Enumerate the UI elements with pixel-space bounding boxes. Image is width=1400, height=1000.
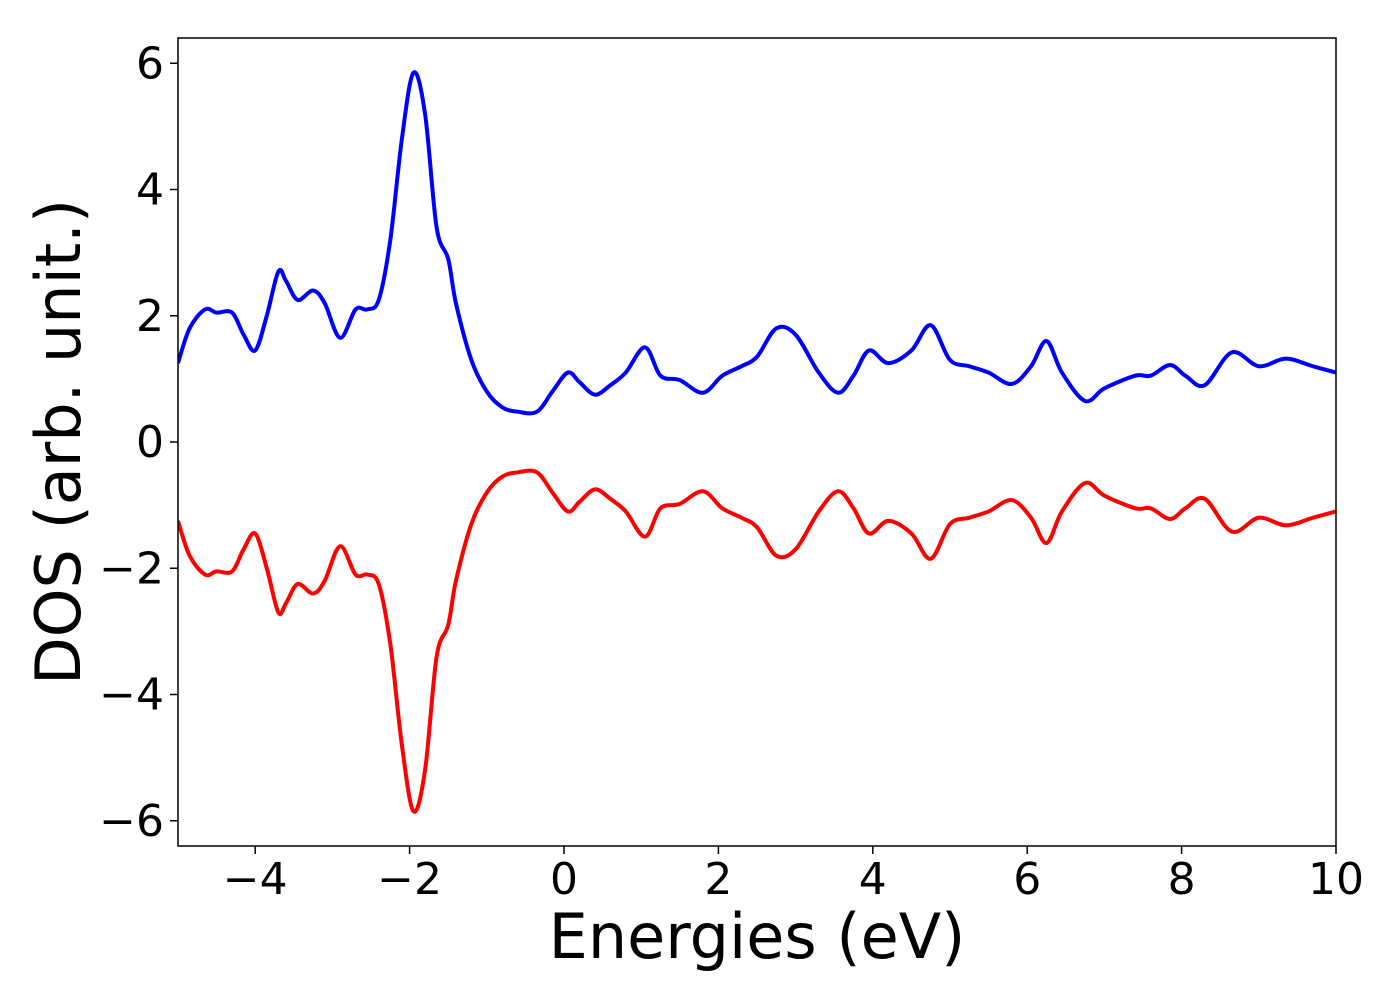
- ticks-layer: −4 −2 0 2 4 6 8 10 6 4 2 0 −2 −4 −6: [99, 38, 1364, 905]
- y-tick-label: 0: [136, 417, 164, 468]
- y-tick-label: 4: [136, 165, 164, 216]
- x-tick-label: 8: [1168, 854, 1196, 905]
- x-tick-label: 2: [704, 854, 732, 905]
- y-tick-label: 6: [136, 38, 164, 89]
- x-tick-label: 4: [859, 854, 887, 905]
- dos-line-up: [178, 70, 1336, 416]
- dos-line-down: [178, 468, 1336, 814]
- y-tick-label: −6: [99, 796, 164, 847]
- x-tick-label: −4: [223, 854, 288, 905]
- x-axis-label: Energies (eV): [549, 900, 966, 973]
- plot-frame: [177, 37, 1337, 847]
- x-tick-label: −2: [377, 854, 442, 905]
- y-tick-label: 2: [136, 291, 164, 342]
- series-layer: [178, 70, 1336, 814]
- x-tick-label: 6: [1013, 854, 1041, 905]
- x-tick-label: 10: [1308, 854, 1364, 905]
- x-tick-label: 0: [550, 854, 578, 905]
- y-tick-label: −4: [99, 670, 164, 721]
- y-axis-label: DOS (arb. unit.): [22, 199, 95, 685]
- y-tick-label: −2: [99, 543, 164, 594]
